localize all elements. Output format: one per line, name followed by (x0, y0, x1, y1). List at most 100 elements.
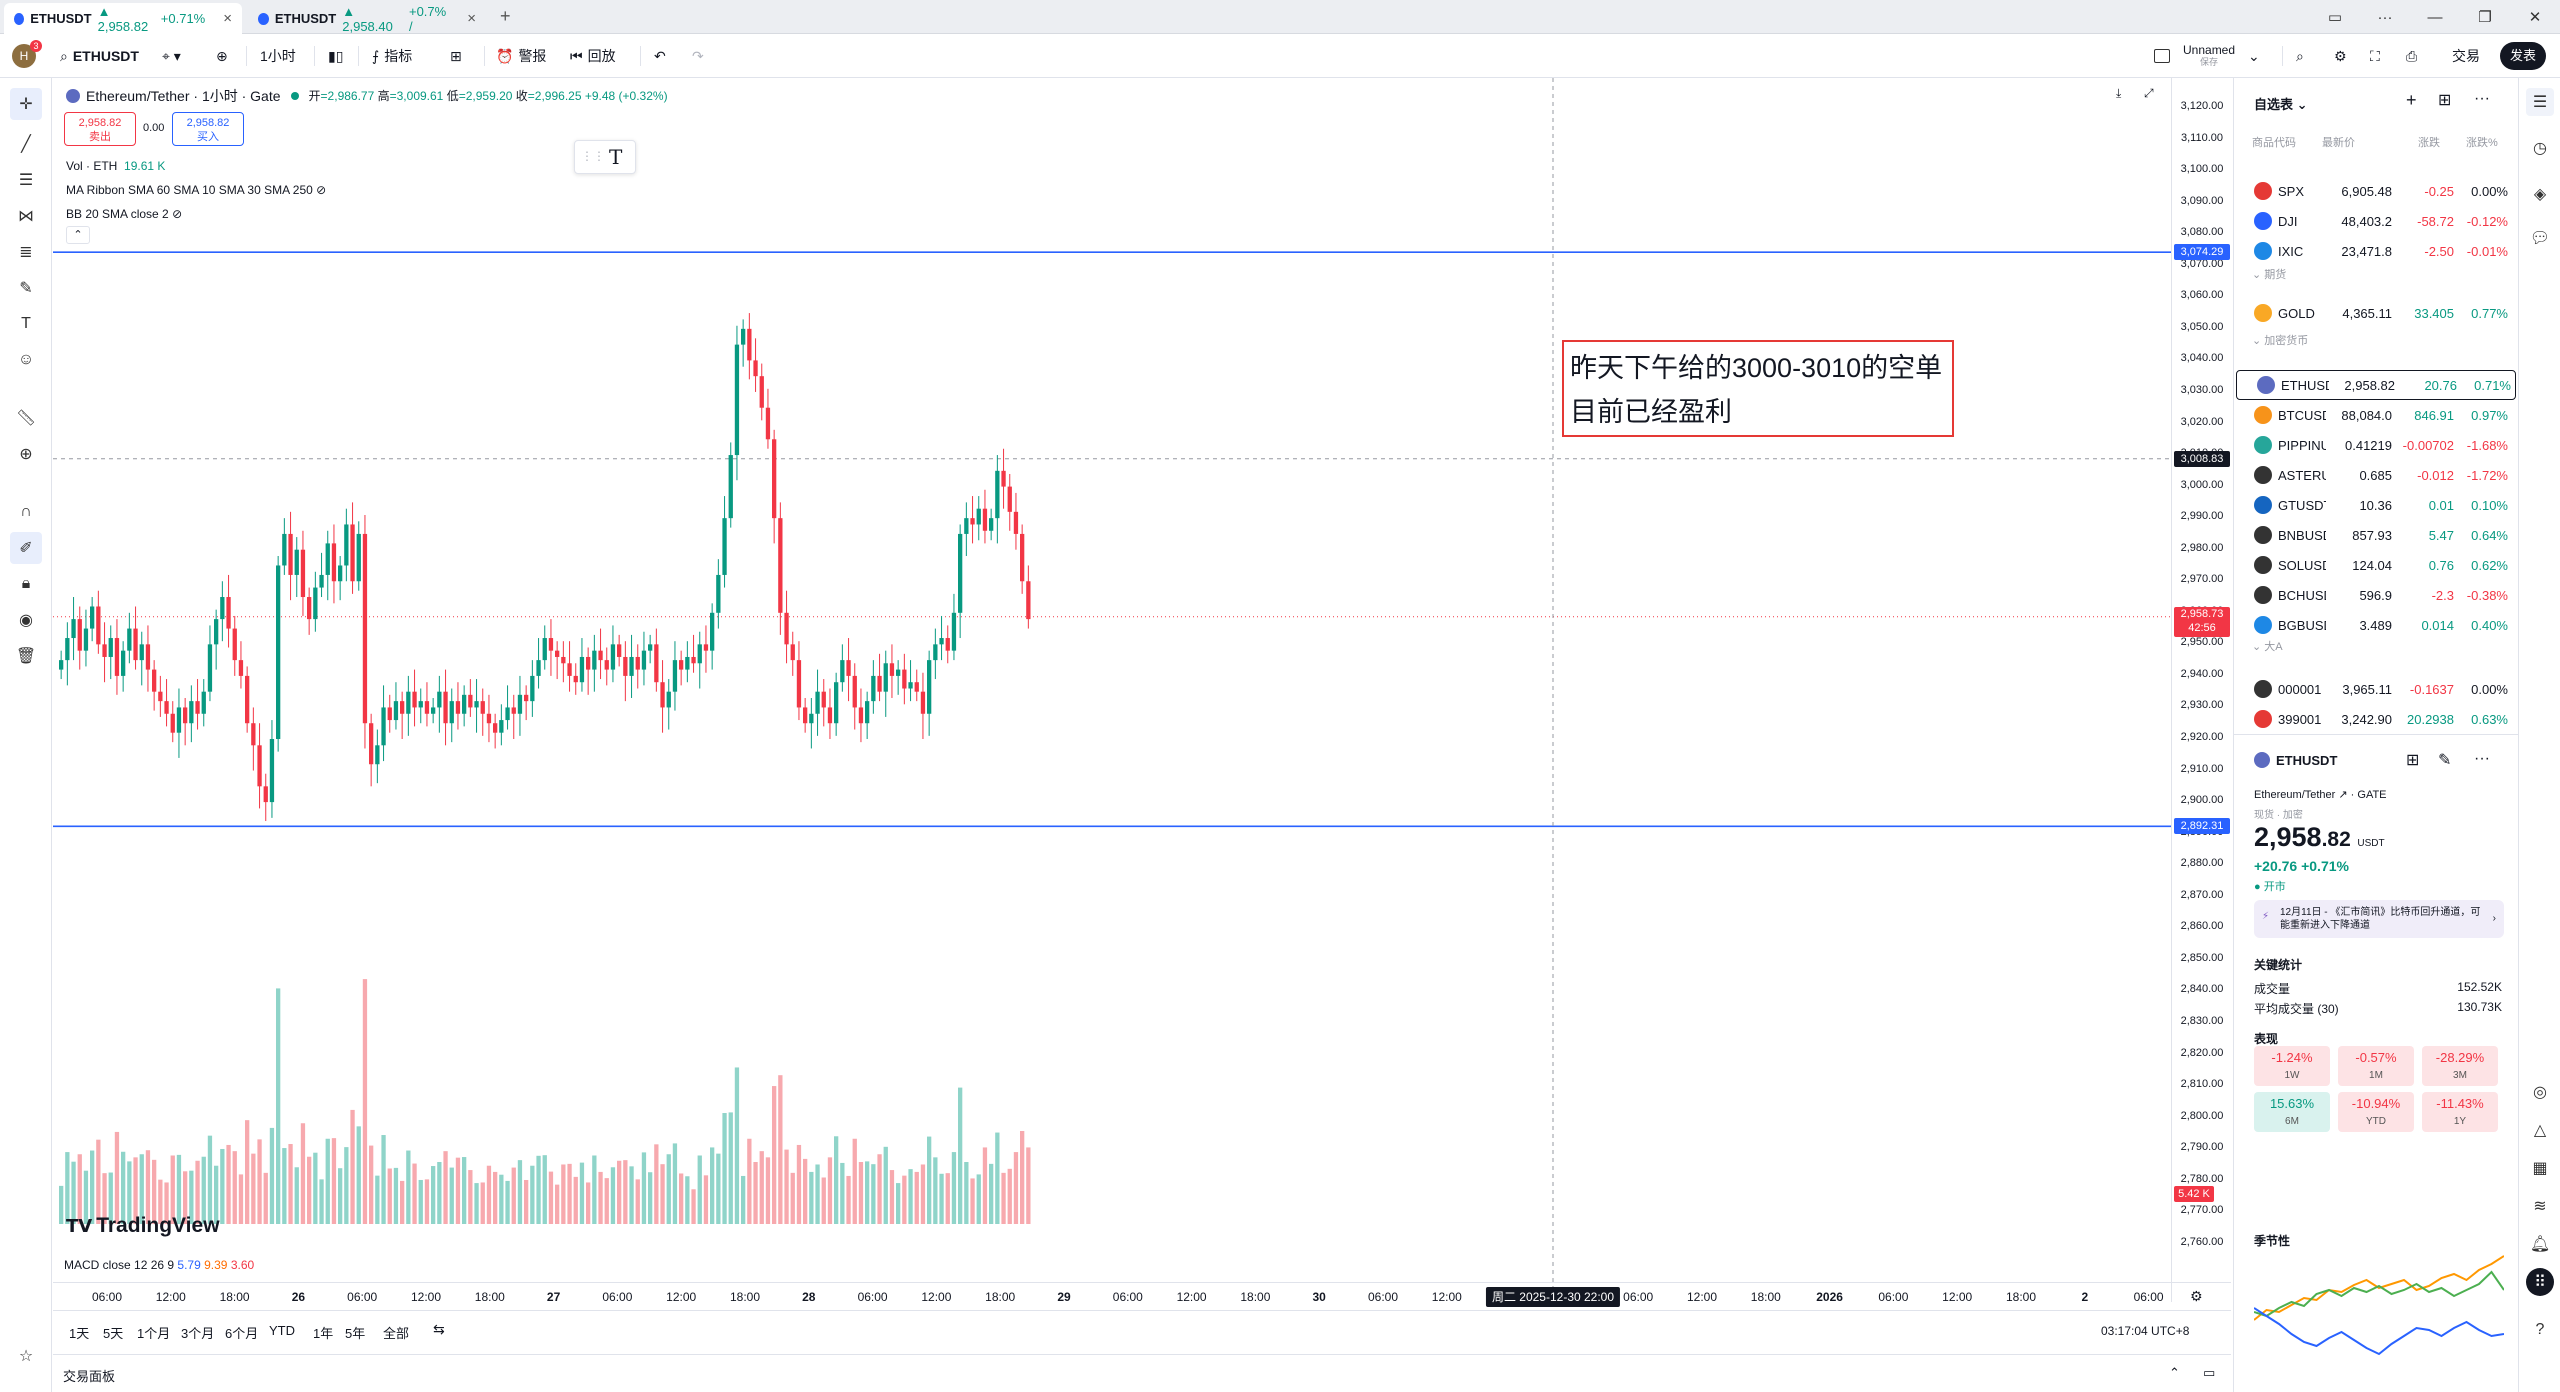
chat-icon[interactable]: 💬︎ (2529, 230, 2551, 247)
replay-button[interactable]: ⏮ 回放 (564, 40, 622, 72)
drag-handle-icon[interactable]: ⋮⋮ (581, 149, 605, 163)
brush-icon[interactable]: ✎ (19, 280, 33, 297)
range-button[interactable]: 5天 (103, 1326, 124, 1341)
watchlist-row[interactable]: SOLUSDT 124.04 0.76 0.62% (2234, 550, 2519, 580)
section-futures[interactable]: ⌄ 期货 (2252, 269, 2287, 281)
horizontal-lines-icon[interactable]: ☰ (18, 172, 34, 189)
chart-type-button[interactable]: ▮▯ (322, 40, 349, 72)
vol-indicator-label[interactable]: Vol · ETH (66, 159, 118, 173)
fullscreen-button[interactable]: ⛶ (2364, 40, 2386, 72)
eye-off-icon[interactable]: ⊘ (316, 183, 327, 197)
performance-cell[interactable]: -28.29% 3M (2422, 1046, 2498, 1086)
layout-select[interactable]: Unnamed 保存 ⌄ (2148, 40, 2266, 72)
external-link-icon[interactable]: ↗ (2338, 789, 2348, 801)
tab-ethusdt-2[interactable]: ETHUSDT ▲ 2,958.40 +0.7% / × (248, 3, 486, 34)
watchlist-title[interactable]: 自选表 ⌄ (2254, 97, 2308, 112)
add-symbol-icon[interactable]: + (2406, 90, 2417, 110)
clock-alert-icon[interactable]: ◷ (2533, 140, 2547, 157)
new-tab-icon[interactable]: + (500, 6, 511, 26)
chart-canvas[interactable] (53, 78, 2171, 1302)
eye-icon[interactable]: ◉ (19, 612, 33, 629)
watchlist-icon[interactable]: ☰ (2526, 88, 2554, 116)
emoji-icon[interactable]: ☺ (17, 351, 35, 368)
sell-button[interactable]: 2,958.82 卖出 (64, 112, 136, 146)
ma-ribbon-label[interactable]: MA Ribbon SMA 60 SMA 10 SMA 30 SMA 250 (66, 183, 313, 197)
edit-icon[interactable]: ✎ (2438, 752, 2452, 769)
fib-icon[interactable]: ≣ (19, 244, 33, 261)
performance-cell[interactable]: -0.57% 1M (2338, 1046, 2414, 1086)
compare-button[interactable]: ⌖ ▾ (156, 40, 187, 72)
templates-button[interactable]: ⊞ (444, 40, 468, 72)
scroll-down-icon[interactable]: ⤓ (2116, 86, 2122, 100)
range-button[interactable]: 全部 (383, 1326, 410, 1341)
text-icon[interactable]: T (21, 315, 31, 332)
close-icon[interactable]: × (223, 10, 232, 27)
price-scale[interactable]: 3,120.00 3,110.00 3,100.00 3,090.00 3,080.00… (2171, 78, 2231, 1302)
redo-button[interactable]: ↷ (686, 40, 710, 72)
col-change[interactable]: 涨跌 (2418, 137, 2440, 149)
target-icon[interactable]: ◎ (2533, 1084, 2547, 1101)
details-symbol[interactable]: ETHUSDT (2276, 752, 2338, 768)
trend-line-icon[interactable]: ╱ (21, 136, 31, 153)
watchlist-row[interactable]: 399001 3,242.90 20.2938 0.63% (2234, 704, 2519, 734)
watchlist-row[interactable]: ASTERUSDT 0.685 -0.012 -1.72% (2234, 460, 2519, 490)
watchlist-row[interactable]: ETHUSDT 2,958.82 20.76 0.71% (2236, 370, 2516, 400)
trash-icon[interactable]: 🗑︎ (15, 648, 37, 665)
performance-cell[interactable]: 15.63% 6M (2254, 1092, 2330, 1132)
range-button[interactable]: 3个月 (181, 1326, 215, 1341)
range-button[interactable]: 6个月 (225, 1326, 259, 1341)
watchlist-row[interactable]: SPX 6,905.48 -0.25 0.00% (2234, 176, 2519, 206)
range-button[interactable]: 5年 (345, 1326, 366, 1341)
buy-button[interactable]: 2,958.82 买入 (172, 112, 244, 146)
maximize-pane-icon[interactable]: ⤢ (2144, 86, 2154, 100)
ruler-icon[interactable]: 📏︎ (15, 410, 37, 427)
grid-icon[interactable]: ⊞ (2406, 752, 2420, 769)
watchlist-row[interactable]: BGBUSDT 3.489 0.014 0.40% (2234, 610, 2519, 640)
range-button[interactable]: 1天 (69, 1326, 90, 1341)
range-button[interactable]: 1年 (313, 1326, 334, 1341)
more-icon[interactable]: ··· (2474, 90, 2490, 107)
bell-icon[interactable]: 🔔︎ (2529, 1236, 2551, 1253)
interval-button[interactable]: 1小时 (260, 48, 296, 64)
resistance-price-label[interactable]: 3,074.29 (2174, 244, 2230, 261)
maximize-panel-icon[interactable]: ▭ (2203, 1365, 2216, 1380)
ideas-icon[interactable]: △ (2533, 1122, 2547, 1139)
indicators-button[interactable]: ⨍ 指标 (366, 40, 418, 72)
section-crypto[interactable]: ⌄ 加密货币 (2252, 335, 2309, 347)
range-button[interactable]: YTD (269, 1323, 295, 1338)
date-range-icon[interactable]: ⇆ (433, 1321, 445, 1337)
performance-cell[interactable]: -10.94% YTD (2338, 1092, 2414, 1132)
signal-icon[interactable]: ≋ (2533, 1198, 2547, 1215)
performance-cell[interactable]: -11.43% 1Y (2422, 1092, 2498, 1132)
watchlist-row[interactable]: BCHUSDT 596.9 -2.3 -0.38% (2234, 580, 2519, 610)
watchlist-row[interactable]: 000001 3,965.11 -0.1637 0.00% (2234, 674, 2519, 704)
annotation-textbox[interactable]: 昨天下午给的3000-3010的空单 目前已经盈利 (1562, 340, 1954, 437)
col-symbol[interactable]: 商品代码 (2252, 137, 2296, 149)
bb-label[interactable]: BB 20 SMA close 2 (66, 207, 169, 221)
window-close-icon[interactable]: ✕ (2528, 9, 2542, 26)
text-tool-icon[interactable]: T (609, 145, 623, 169)
performance-cell[interactable]: -1.24% 1W (2254, 1046, 2330, 1086)
axis-settings-icon[interactable]: ⚙ (2190, 1288, 2203, 1304)
snapshot-button[interactable]: ⎙ (2400, 40, 2423, 72)
chevron-up-icon[interactable]: ⌃ (2169, 1365, 2180, 1380)
advanced-view-icon[interactable]: ⊞ (2438, 92, 2452, 109)
help-icon[interactable]: ? (2535, 1321, 2545, 1338)
watchlist-row[interactable]: GTUSDT 10.36 0.01 0.10% (2234, 490, 2519, 520)
calendar-icon[interactable]: ▦ (2532, 1160, 2548, 1177)
star-icon[interactable]: ☆ (18, 1348, 34, 1365)
time-axis[interactable]: 06:00 12:00 18:00 26 06:00 12:00 18:00 27 06:00 1… (53, 1282, 2231, 1310)
screen-icon[interactable]: ▭ (2327, 9, 2343, 26)
watchlist-row[interactable]: IXIC 23,471.8 -2.50 -0.01% (2234, 236, 2519, 266)
symbol-search[interactable]: ⌕ ETHUSDT (54, 40, 150, 72)
close-icon[interactable]: × (467, 10, 476, 27)
watchlist-row[interactable]: BNBUSDT 857.93 5.47 0.64% (2234, 520, 2519, 550)
more-icon[interactable]: ··· (2474, 750, 2490, 767)
lock-icon[interactable]: 🔒︎ (21, 575, 31, 592)
eye-off-icon[interactable]: ⊘ (172, 207, 183, 221)
chart-pane[interactable] (53, 78, 2171, 1302)
publish-button[interactable]: 发表 (2500, 42, 2546, 70)
collapse-legend-button[interactable]: ⌃ (66, 226, 90, 244)
crosshair-price-label[interactable]: 3,008.83 (2174, 450, 2230, 467)
zoom-icon[interactable]: ⊕ (19, 446, 33, 463)
